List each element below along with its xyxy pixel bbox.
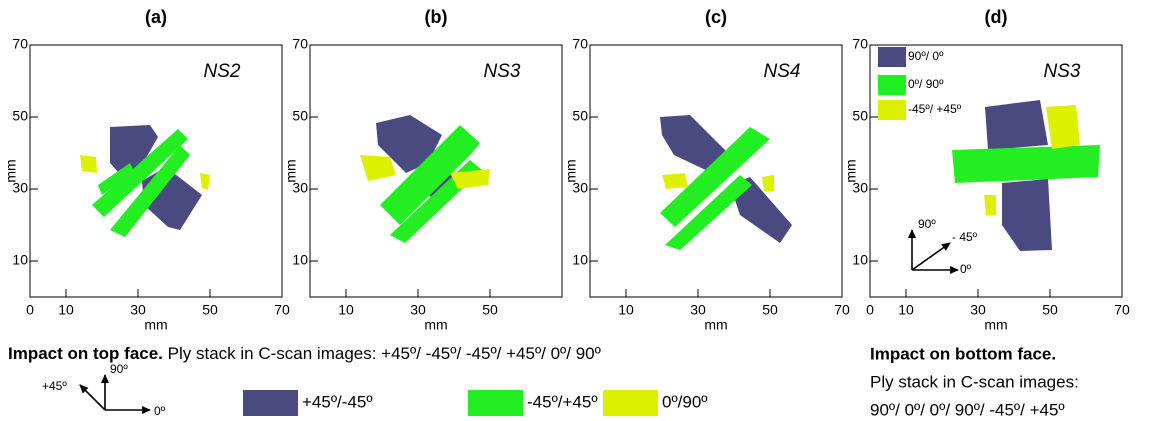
plot-frame (29, 44, 283, 298)
y-tick-label: 50 (572, 108, 588, 124)
x-tick-label: 0 (26, 302, 34, 318)
axis-dir-label: 90º (918, 217, 936, 231)
legend-d-label: 0º/ 90º (908, 77, 944, 91)
axis-dir-label: +45º (42, 379, 67, 393)
cscan-a (80, 125, 210, 237)
y-tick-label: 10 (12, 252, 28, 268)
caption-top: Impact on top face. Ply stack in C-scan … (8, 344, 601, 363)
x-tick-label: 10 (618, 302, 634, 318)
x-tick-label: 50 (202, 302, 218, 318)
sample-name: NS3 (1044, 61, 1081, 82)
legend-label: 0º/90º (662, 392, 708, 411)
plot-frame (589, 44, 843, 298)
caption-bottom: Impact on bottom face. (870, 344, 1056, 363)
x-tick-label: 10 (338, 302, 354, 318)
legend-swatch (243, 390, 298, 416)
plot-frame (869, 44, 1123, 298)
x-tick-label: 10 (58, 302, 74, 318)
legend-swatch (603, 390, 658, 416)
y-axis-label: mm (843, 159, 859, 182)
legend-d-label: -45º/ +45º (908, 102, 962, 116)
x-tick-label: 30 (130, 302, 146, 318)
x-tick-label: 50 (762, 302, 778, 318)
y-tick-label: 70 (292, 36, 308, 52)
x-tick-label: 70 (274, 302, 290, 318)
x-tick-label: 50 (1042, 302, 1058, 318)
caption-bottom-line: Ply stack in C-scan images: (870, 372, 1079, 391)
y-tick-label: 50 (12, 108, 28, 124)
x-tick-label: 30 (690, 302, 706, 318)
sample-name: NS4 (764, 61, 801, 82)
y-axis-label: mm (283, 159, 299, 182)
x-tick-label: 0 (866, 302, 874, 318)
axis-dir-label: 90º (110, 362, 128, 376)
legend-swatch (468, 390, 523, 416)
y-tick-label: 70 (12, 36, 28, 52)
x-axis-label: mm (984, 317, 1007, 333)
legend-label: +45º/-45º (302, 392, 373, 411)
x-tick-label: 70 (834, 302, 850, 318)
legend-d-label: 90º/ 0º (908, 49, 944, 63)
y-tick-label: 30 (292, 180, 308, 196)
sample-name: NS3 (484, 61, 521, 82)
panel-label: (a) (145, 7, 167, 27)
legend-label: -45º/+45º (527, 392, 598, 411)
y-tick-label: 70 (852, 36, 868, 52)
y-tick-label: 50 (292, 108, 308, 124)
x-axis-label: mm (704, 317, 727, 333)
y-tick-label: 10 (852, 252, 868, 268)
caption-bold: Impact on top face. (8, 344, 163, 363)
caption-text: Ply stack in C-scan images: +45º/ -45º/ … (168, 344, 601, 363)
y-tick-label: 70 (572, 36, 588, 52)
x-tick-label: 50 (482, 302, 498, 318)
plot-frame (309, 44, 563, 298)
panel-label: (b) (425, 7, 448, 27)
y-tick-label: 10 (292, 252, 308, 268)
axis-dir-label: 0º (154, 404, 166, 418)
axis-dir-label: - 45º (952, 230, 978, 244)
axis-dir-label: 0º (960, 262, 972, 276)
panel-label: (d) (985, 7, 1008, 27)
x-tick-label: 10 (898, 302, 914, 318)
y-tick-label: 30 (572, 180, 588, 196)
cscan-d (878, 47, 1100, 274)
cscan-c (660, 115, 792, 250)
x-tick-label: 30 (410, 302, 426, 318)
y-tick-label: 30 (12, 180, 28, 196)
cscan-b (360, 115, 490, 243)
x-tick-label: 30 (970, 302, 986, 318)
x-axis-label: mm (144, 317, 167, 333)
y-tick-label: 50 (852, 108, 868, 124)
sample-name: NS2 (204, 61, 241, 82)
x-tick-label: 70 (1114, 302, 1130, 318)
caption-bottom-line: 90º/ 0º/ 0º/ 90º/ -45º/ +45º (870, 400, 1065, 419)
y-tick-label: 30 (852, 180, 868, 196)
y-axis-label: mm (563, 159, 579, 182)
panel-label: (c) (705, 7, 727, 27)
x-axis-label: mm (424, 317, 447, 333)
y-tick-label: 10 (572, 252, 588, 268)
y-axis-label: mm (3, 159, 19, 182)
